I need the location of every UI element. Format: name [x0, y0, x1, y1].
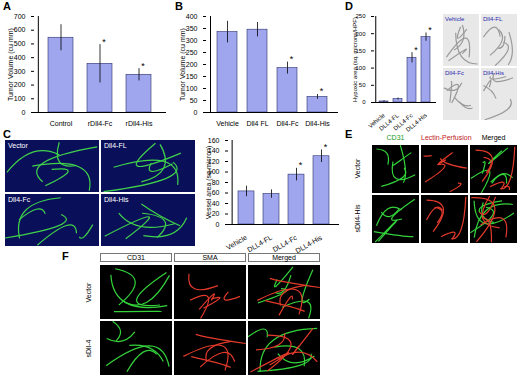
- svg-text:Hypoxic area (sq. microns/HPF): Hypoxic area (sq. microns/HPF): [352, 17, 358, 102]
- svg-text:Tumor Volume (cu mm): Tumor Volume (cu mm): [7, 28, 15, 101]
- html-text:CD31: CD31: [386, 134, 405, 141]
- svg-text:*: *: [414, 45, 418, 55]
- svg-text:100: 100: [207, 168, 220, 176]
- svg-text:200: 200: [186, 61, 198, 68]
- html-text:Dll4-FL: Dll4-FL: [104, 142, 127, 149]
- svg-text:0: 0: [194, 109, 198, 116]
- svg-text:20: 20: [212, 210, 220, 217]
- svg-text:500: 500: [14, 40, 26, 47]
- svg-text:Dll4-His: Dll4-His: [305, 120, 330, 127]
- svg-text:600: 600: [14, 26, 26, 33]
- svg-text:250: 250: [186, 49, 198, 56]
- html-text:Lectin-Perfusion: Lectin-Perfusion: [421, 134, 472, 141]
- html-text:Merged: Merged: [481, 134, 506, 141]
- svg-text:140: 140: [207, 147, 220, 155]
- svg-text:Tumor Volume (cu mm): Tumor Volume (cu mm): [179, 28, 187, 101]
- html-text:Merged: Merged: [272, 254, 296, 261]
- svg-text:DLL4-Fc: DLL4-Fc: [271, 233, 299, 254]
- html-text:Vector: Vector: [353, 158, 361, 179]
- svg-text:250: 250: [355, 13, 366, 20]
- svg-text:200: 200: [14, 81, 26, 88]
- svg-text:Control: Control: [50, 120, 73, 127]
- svg-text:*: *: [324, 142, 328, 152]
- svg-text:60: 60: [212, 189, 220, 196]
- svg-text:rDll4-His: rDll4-His: [126, 120, 153, 127]
- svg-text:*: *: [102, 36, 106, 46]
- svg-text:150: 150: [355, 47, 366, 54]
- svg-text:50: 50: [190, 97, 198, 104]
- svg-text:300: 300: [186, 37, 198, 44]
- html-text:Dll4-FL: Dll4-FL: [483, 16, 503, 22]
- html-text:Dll4-Fc: Dll4-Fc: [8, 196, 31, 203]
- svg-text:0: 0: [216, 221, 220, 228]
- svg-text:50: 50: [359, 82, 366, 88]
- svg-text:DLL4-FL: DLL4-FL: [246, 234, 273, 254]
- html-text:B: B: [175, 0, 183, 12]
- html-text:CD31: CD31: [127, 254, 145, 261]
- svg-text:100: 100: [186, 85, 198, 92]
- svg-text:Dll4-Fc: Dll4-Fc: [276, 120, 299, 127]
- svg-text:Vessel area (sq micron): Vessel area (sq micron): [205, 146, 213, 220]
- svg-text:DLL4-His: DLL4-His: [294, 233, 323, 254]
- svg-text:80: 80: [212, 179, 220, 186]
- svg-text:DLL4-His: DLL4-His: [405, 112, 428, 133]
- svg-text:*: *: [428, 25, 432, 35]
- html-text:Dll4-Fc: Dll4-Fc: [445, 70, 464, 76]
- svg-text:350: 350: [186, 25, 198, 32]
- svg-text:400: 400: [186, 13, 198, 20]
- svg-text:Vehicle: Vehicle: [225, 234, 248, 251]
- html-text:Dll4-His: Dll4-His: [483, 70, 504, 76]
- svg-text:200: 200: [355, 30, 366, 37]
- html-text:Vehicle: Vehicle: [445, 16, 465, 22]
- svg-text:40: 40: [212, 200, 220, 207]
- html-text:C: C: [3, 128, 11, 140]
- svg-text:*: *: [320, 86, 324, 96]
- svg-text:100: 100: [14, 95, 26, 102]
- html-text:Vector: Vector: [8, 142, 28, 149]
- svg-text:Vehicle: Vehicle: [367, 112, 386, 130]
- html-text:A: A: [3, 0, 11, 12]
- svg-text:0: 0: [362, 99, 366, 105]
- html-text:Dll4-His: Dll4-His: [104, 196, 129, 203]
- svg-text:*: *: [299, 160, 303, 170]
- svg-text:150: 150: [186, 73, 198, 80]
- html-text:Vector: Vector: [84, 282, 92, 303]
- html-text:F: F: [62, 250, 69, 262]
- svg-text:Vehicle: Vehicle: [216, 120, 239, 127]
- svg-text:300: 300: [14, 68, 26, 75]
- html-text:sDll4-His: sDll4-His: [353, 204, 361, 233]
- html-text:E: E: [345, 128, 353, 140]
- svg-text:rDll4-Fc: rDll4-Fc: [88, 120, 113, 127]
- svg-text:DLL4-FL: DLL4-FL: [378, 112, 400, 132]
- svg-text:DLL4-Fc: DLL4-Fc: [392, 112, 414, 132]
- html-text:sDll-4: sDll-4: [84, 339, 92, 358]
- svg-text:0: 0: [22, 109, 26, 116]
- svg-text:*: *: [141, 60, 145, 70]
- svg-text:Dll4 FL: Dll4 FL: [246, 120, 268, 127]
- svg-text:700: 700: [14, 13, 26, 20]
- html-text:SMA: SMA: [202, 254, 218, 261]
- svg-text:*: *: [290, 54, 294, 64]
- svg-text:120: 120: [207, 157, 220, 165]
- svg-text:100: 100: [355, 65, 366, 71]
- svg-text:400: 400: [14, 54, 26, 61]
- html-text:D: D: [345, 0, 353, 12]
- svg-text:160: 160: [208, 137, 220, 144]
